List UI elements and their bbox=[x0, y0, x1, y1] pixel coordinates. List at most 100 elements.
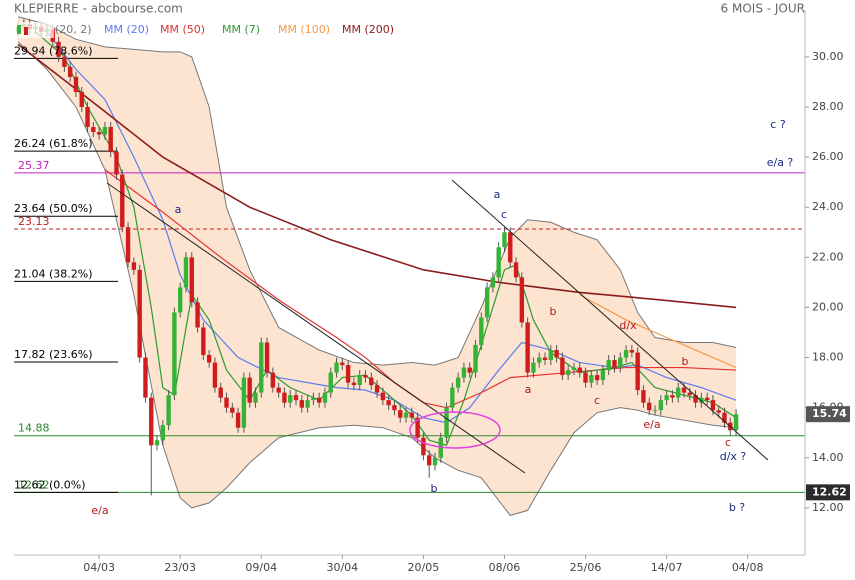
candle-body bbox=[426, 455, 432, 466]
candle-body bbox=[450, 387, 455, 408]
candle-body bbox=[444, 407, 449, 438]
candle-body bbox=[143, 357, 148, 398]
wave-label: c ? bbox=[770, 118, 786, 131]
candle-body bbox=[565, 370, 571, 376]
candle-body bbox=[96, 132, 102, 135]
candle-body bbox=[351, 382, 357, 386]
candle-body bbox=[392, 405, 397, 411]
candle-body bbox=[484, 287, 490, 318]
x-tick-label: 25/06 bbox=[570, 561, 602, 574]
candle-body bbox=[374, 385, 380, 393]
y-tick-label: 14.00 bbox=[812, 451, 844, 464]
x-tick-label: 20/05 bbox=[408, 561, 440, 574]
trend-line bbox=[451, 179, 769, 461]
level-label: 17.82 (23.6%) bbox=[14, 348, 93, 361]
legend-icon bbox=[24, 27, 28, 35]
candle-body bbox=[641, 390, 646, 403]
candle-body bbox=[716, 410, 721, 413]
candle-body bbox=[316, 397, 322, 403]
candle-body bbox=[647, 402, 652, 411]
candle-body bbox=[172, 312, 177, 396]
candle-body bbox=[125, 227, 131, 263]
candle-body bbox=[687, 392, 692, 396]
candle-body bbox=[293, 395, 299, 401]
candle-body bbox=[589, 375, 594, 383]
candle-body bbox=[508, 232, 513, 263]
candle-body bbox=[398, 410, 403, 418]
candle-body bbox=[154, 440, 160, 446]
candle-body bbox=[629, 350, 635, 353]
moving-average bbox=[17, 43, 737, 309]
level-label: 12.62 bbox=[18, 478, 50, 491]
candle-body bbox=[328, 372, 333, 393]
wave-label: c bbox=[594, 394, 600, 407]
level-label: 26.24 (61.8%) bbox=[14, 137, 93, 150]
candle-body bbox=[195, 302, 200, 328]
candle-body bbox=[600, 370, 606, 381]
candle-body bbox=[91, 127, 96, 133]
candle-body bbox=[386, 400, 391, 406]
level-label: 21.04 (38.2%) bbox=[14, 267, 93, 280]
candle-body bbox=[247, 377, 252, 403]
candle-body bbox=[276, 387, 281, 393]
level-label: 14.88 bbox=[18, 422, 50, 435]
y-tick-label: 18.00 bbox=[812, 351, 844, 364]
legend-entry: MM (7) bbox=[222, 23, 260, 36]
wave-label: e/a ? bbox=[767, 156, 794, 169]
candle-body bbox=[502, 232, 507, 248]
candle-body bbox=[177, 287, 183, 313]
candle-body bbox=[542, 357, 548, 361]
candle-body bbox=[322, 392, 328, 403]
candle-body bbox=[363, 375, 368, 378]
candle-body bbox=[461, 367, 467, 378]
price-tag bbox=[806, 406, 850, 423]
candle-body bbox=[108, 127, 113, 153]
wave-label: c bbox=[501, 208, 507, 221]
candle-body bbox=[571, 367, 577, 371]
moving-average bbox=[579, 294, 737, 369]
trend-line bbox=[106, 182, 526, 474]
bollinger-fill bbox=[18, 16, 737, 516]
bollinger-upper bbox=[17, 16, 737, 366]
legend-entry: MM (200) bbox=[342, 23, 394, 36]
x-tick-label: 14/07 bbox=[651, 561, 683, 574]
candle-body bbox=[299, 400, 304, 408]
candle-body bbox=[357, 375, 362, 386]
x-tick-label: 04/08 bbox=[732, 561, 764, 574]
candle-body bbox=[114, 152, 119, 175]
wave-label: c bbox=[725, 436, 731, 449]
candle-body bbox=[409, 412, 415, 418]
candle-body bbox=[253, 392, 258, 403]
candle-body bbox=[710, 400, 716, 411]
candle-body bbox=[85, 106, 90, 128]
candle-body bbox=[612, 360, 617, 368]
candle-body bbox=[218, 387, 223, 398]
candle-body bbox=[259, 342, 264, 393]
candle-body bbox=[230, 407, 235, 413]
y-tick-label: 22.00 bbox=[812, 250, 844, 263]
price-tag-label: 15.74 bbox=[812, 407, 847, 420]
candle-body bbox=[369, 377, 374, 386]
wave-label: d/x bbox=[619, 319, 637, 332]
candle-body bbox=[264, 342, 270, 373]
candle-body bbox=[288, 395, 293, 403]
level-label: 23.64 (50.0%) bbox=[14, 202, 93, 215]
level-label: 23.13 bbox=[18, 215, 50, 228]
candle-body bbox=[345, 365, 351, 383]
candle-body bbox=[73, 76, 79, 92]
candle-body bbox=[62, 56, 67, 67]
candle-body bbox=[548, 350, 553, 361]
candle-body bbox=[537, 357, 542, 363]
candle-body bbox=[733, 414, 739, 431]
candle-body bbox=[606, 360, 611, 371]
candle-body bbox=[722, 412, 727, 423]
candle-body bbox=[282, 392, 287, 403]
candle-body bbox=[201, 327, 206, 356]
candle-body bbox=[704, 397, 710, 401]
wave-label: b bbox=[431, 482, 438, 495]
legend-entry: (20, 2) bbox=[55, 23, 92, 36]
price-tag bbox=[806, 484, 850, 501]
candle-body bbox=[102, 127, 108, 135]
candle-body bbox=[670, 395, 675, 398]
